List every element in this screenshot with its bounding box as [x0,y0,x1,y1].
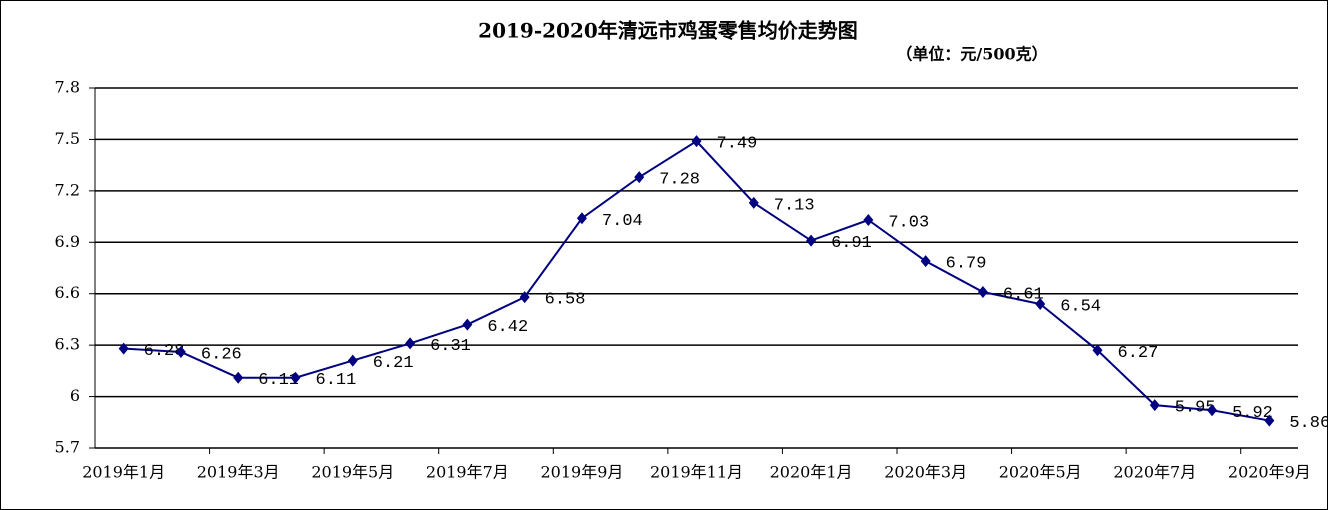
data-point [1264,414,1275,427]
data-point [405,337,416,350]
chart-title: 2019-2020年清远市鸡蛋零售均价走势图 [478,19,858,43]
data-point [634,171,645,184]
value-label: 7.03 [888,213,929,232]
data-point [1092,344,1103,357]
y-tick-label: 7.5 [55,129,80,148]
data-point [519,291,530,304]
x-tick-label: 2020年1月 [770,463,853,482]
y-tick-label: 6.9 [55,232,80,251]
x-tick-label: 2019年11月 [650,463,743,482]
data-point [290,371,301,384]
x-tick-label: 2019年7月 [426,463,509,482]
x-tick-label: 2019年1月 [82,463,165,482]
value-label: 6.54 [1060,297,1101,316]
x-tick-label: 2020年5月 [999,463,1082,482]
data-point [118,342,129,355]
data-point [462,318,473,331]
value-label: 5.86 [1289,414,1328,433]
value-label: 7.13 [774,196,815,215]
value-label: 5.92 [1232,404,1273,423]
x-tick-label: 2020年9月 [1228,463,1311,482]
value-label: 6.79 [946,255,987,274]
value-label: 6.26 [201,345,242,364]
data-point [920,255,931,268]
data-point [175,346,186,358]
chart-subtitle: （单位：元/500克） [896,45,1047,64]
value-label: 6.42 [487,318,528,337]
data-point [233,371,244,384]
data-point [347,354,358,367]
data-point [748,196,759,209]
x-tick-label: 2019年5月 [311,463,394,482]
value-label: 5.95 [1175,399,1216,418]
data-point [1035,298,1046,310]
value-label: 6.61 [1003,285,1044,304]
value-label: 6.31 [430,337,471,356]
x-tick-label: 2019年9月 [540,463,623,482]
y-tick-label: 6.3 [55,335,80,354]
value-label: 7.49 [717,135,758,154]
value-label: 6.58 [545,291,586,310]
y-tick-label: 7.8 [55,78,80,97]
data-point [1149,399,1160,412]
y-tick-label: 5.7 [55,438,80,457]
value-label: 6.11 [316,371,357,390]
y-tick-label: 6.6 [55,283,80,302]
data-point [576,212,587,225]
data-point [977,286,988,298]
y-tick-label: 7.2 [55,180,80,199]
data-point [806,234,817,247]
x-tick-label: 2020年3月 [884,463,967,482]
data-point [1207,404,1218,417]
x-tick-label: 2019年3月 [197,463,280,482]
x-tick-label: 2020年7月 [1113,463,1196,482]
value-label: 6.11 [258,371,299,390]
y-tick-label: 6 [70,386,80,405]
value-label: 6.28 [144,342,185,361]
data-point [691,135,702,148]
value-label: 6.21 [373,354,414,373]
value-label: 6.27 [1118,344,1159,363]
value-label: 7.04 [602,212,643,231]
value-label: 7.28 [659,171,700,190]
data-point [863,214,874,226]
value-label: 6.91 [831,234,872,253]
